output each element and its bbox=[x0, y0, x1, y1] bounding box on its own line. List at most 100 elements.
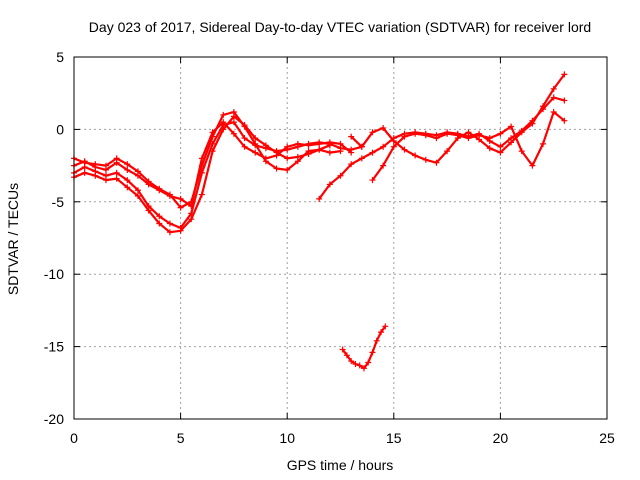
data-point bbox=[92, 161, 99, 168]
data-point bbox=[316, 139, 323, 146]
data-point bbox=[209, 148, 216, 155]
data-point bbox=[124, 161, 131, 168]
data-point bbox=[134, 193, 141, 200]
data-point bbox=[92, 172, 99, 179]
data-point bbox=[508, 139, 515, 146]
data-point bbox=[561, 71, 568, 78]
data-point bbox=[444, 130, 451, 137]
data-point bbox=[145, 207, 152, 214]
data-point bbox=[358, 155, 365, 162]
x-tick-label: 5 bbox=[177, 430, 185, 446]
data-point bbox=[252, 149, 259, 156]
data-point bbox=[348, 133, 355, 140]
data-point bbox=[124, 184, 131, 191]
data-point bbox=[348, 146, 355, 153]
data-point bbox=[102, 162, 109, 169]
data-point bbox=[343, 352, 350, 359]
data-point bbox=[273, 149, 280, 156]
data-point bbox=[433, 159, 440, 166]
data-point bbox=[412, 152, 419, 159]
x-tick-label: 20 bbox=[493, 430, 509, 446]
data-point bbox=[177, 204, 184, 211]
data-point bbox=[339, 346, 346, 353]
chart-title: Day 023 of 2017, Sidereal Day-to-day VTE… bbox=[89, 19, 591, 35]
data-point bbox=[177, 195, 184, 202]
data-point bbox=[390, 143, 397, 150]
data-point bbox=[241, 135, 248, 142]
data-point bbox=[401, 133, 408, 140]
series-layer bbox=[71, 71, 568, 372]
data-point bbox=[230, 130, 237, 137]
data-point bbox=[550, 94, 557, 101]
data-point bbox=[102, 177, 109, 184]
data-point bbox=[348, 358, 355, 365]
data-point bbox=[529, 162, 536, 169]
data-point bbox=[316, 195, 323, 202]
data-point bbox=[486, 135, 493, 142]
x-tick-label: 15 bbox=[386, 430, 402, 446]
data-point bbox=[241, 123, 248, 130]
data-point bbox=[294, 143, 301, 150]
y-tick-label: 5 bbox=[56, 49, 64, 65]
data-point bbox=[198, 162, 205, 169]
data-point bbox=[360, 365, 367, 372]
series-line bbox=[318, 96, 566, 200]
data-point bbox=[373, 337, 380, 344]
y-tick-label: -5 bbox=[52, 194, 65, 210]
data-point bbox=[145, 178, 152, 185]
data-point bbox=[476, 132, 483, 139]
data-point bbox=[81, 159, 88, 166]
data-point bbox=[284, 166, 291, 173]
data-point bbox=[156, 213, 163, 220]
data-point bbox=[113, 155, 120, 162]
data-point bbox=[390, 137, 397, 144]
data-point bbox=[220, 111, 227, 118]
data-point bbox=[166, 220, 173, 227]
data-point bbox=[497, 143, 504, 150]
data-point bbox=[412, 130, 419, 137]
data-point bbox=[352, 360, 359, 367]
series-trace-h bbox=[339, 323, 389, 372]
data-point bbox=[378, 329, 385, 336]
data-point bbox=[369, 349, 376, 356]
data-point bbox=[518, 148, 525, 155]
data-point bbox=[156, 185, 163, 192]
data-point bbox=[316, 146, 323, 153]
data-point bbox=[230, 109, 237, 116]
data-point bbox=[230, 119, 237, 126]
data-point bbox=[273, 165, 280, 172]
data-point bbox=[497, 130, 504, 137]
data-point bbox=[294, 158, 301, 165]
series-trace-d bbox=[71, 109, 333, 211]
y-tick-label: -10 bbox=[44, 266, 64, 282]
y-axis-label: SDTVAR / TECUs bbox=[5, 183, 21, 295]
data-point bbox=[305, 148, 312, 155]
data-point bbox=[81, 169, 88, 176]
data-point bbox=[166, 229, 173, 236]
data-point bbox=[465, 129, 472, 136]
data-point bbox=[561, 97, 568, 104]
data-point bbox=[252, 140, 259, 147]
data-point bbox=[113, 175, 120, 182]
data-point bbox=[124, 177, 131, 184]
data-point bbox=[486, 145, 493, 152]
data-point bbox=[358, 143, 365, 150]
data-point bbox=[124, 166, 131, 173]
data-point bbox=[550, 85, 557, 92]
data-point bbox=[284, 146, 291, 153]
data-point bbox=[220, 126, 227, 133]
data-point bbox=[369, 149, 376, 156]
data-point bbox=[497, 149, 504, 156]
plot-border bbox=[73, 56, 608, 420]
data-point bbox=[561, 117, 568, 124]
x-tick-label: 25 bbox=[599, 430, 615, 446]
data-point bbox=[550, 109, 557, 116]
data-point bbox=[380, 124, 387, 131]
data-point bbox=[356, 362, 363, 369]
data-point bbox=[177, 227, 184, 234]
x-tick-label: 0 bbox=[70, 430, 78, 446]
data-point bbox=[326, 142, 333, 149]
y-tick-label: 0 bbox=[56, 121, 64, 137]
data-point bbox=[369, 129, 376, 136]
series-line bbox=[72, 121, 363, 229]
